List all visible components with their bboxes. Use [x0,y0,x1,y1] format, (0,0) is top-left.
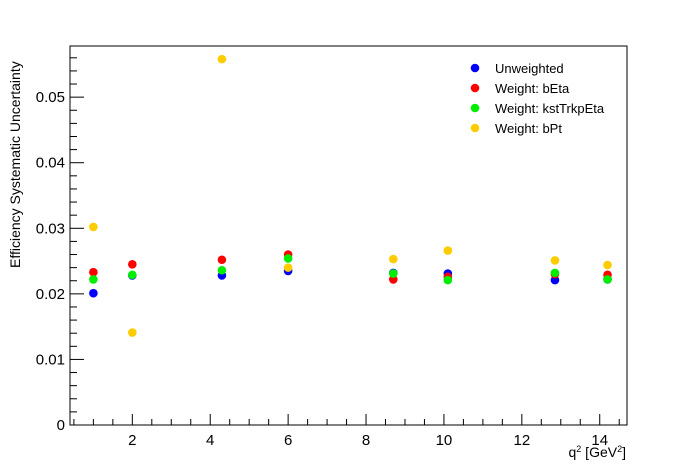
data-point [89,275,98,284]
x-axis-title-mid: [GeV [581,444,617,460]
data-point [217,54,227,64]
data-point [128,260,137,269]
data-point [89,288,98,298]
data-point [89,267,98,277]
data-point [550,268,560,278]
x-tick-label: 4 [206,432,214,449]
x-tick-label: 8 [362,432,370,449]
legend-label: Weight: bPt [495,121,562,136]
x-axis-ticks: 2 4 6 8 10 12 14 [73,414,620,449]
data-point [388,254,398,264]
legend-marker [470,123,480,133]
data-point [550,256,560,265]
x-tick-label: 12 [513,432,530,449]
x-axis-title-sup2: 2 [617,444,622,454]
data-point [603,275,612,284]
data-point [217,255,227,265]
legend-marker [470,63,480,73]
data-point [443,246,453,255]
data-point [217,265,227,275]
x-tick-label: 6 [284,432,292,449]
y-axis-title: Efficiency Systematic Uncertainty [7,61,23,268]
data-point [388,275,398,284]
data-point [550,275,560,285]
x-tick-label: 10 [436,432,453,449]
x-axis-title-base: q [568,444,576,460]
y-axis-ticks: 0 0.01 0.02 0.03 0.04 0.05 [36,57,84,434]
data-point [443,275,453,285]
x-tick-label: 2 [128,432,136,449]
legend-label: Unweighted [495,61,564,76]
data-point [283,263,293,272]
data-point [388,269,398,278]
x-axis-title-end: ] [622,444,626,460]
data-point [283,254,293,263]
data-points [89,54,612,337]
data-point [89,222,98,232]
data-point [128,328,137,337]
x-axis-title: q2 [GeV2] [568,444,626,460]
legend-marker [470,83,480,93]
y-tick-label: 0.02 [36,286,65,303]
data-point [603,260,612,270]
y-tick-label: 0.05 [36,89,65,106]
plot-frame [69,45,628,426]
y-tick-label: 0 [57,417,65,434]
legend-marker [470,103,480,113]
x-tick-label: 14 [591,432,608,449]
legend: Unweighted Weight: bEta Weight: kstTrkpEta… [470,61,605,136]
y-tick-label: 0.03 [36,220,65,237]
x-axis-title-sup: 2 [576,444,581,454]
y-tick-label: 0.01 [36,351,65,368]
data-point [128,270,137,280]
legend-label: Weight: bEta [495,81,570,96]
y-tick-label: 0.04 [36,155,65,172]
legend-label: Weight: kstTrkpEta [495,101,605,116]
